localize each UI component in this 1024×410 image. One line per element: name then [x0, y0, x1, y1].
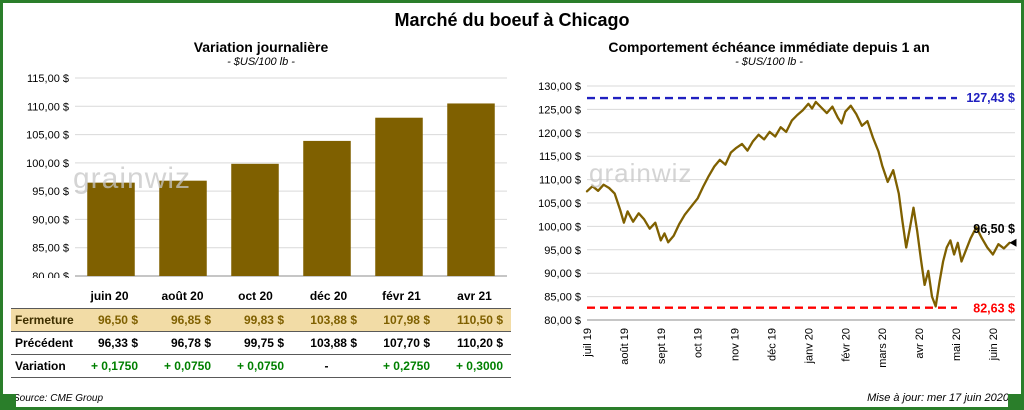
last-value-label: 96,50 $ — [973, 222, 1015, 236]
x-axis-tick: août 19 — [619, 328, 631, 365]
row-label: Précédent — [11, 330, 73, 354]
x-axis-tick: avr 20 — [914, 328, 926, 359]
y-axis-tick: 95,00 $ — [544, 245, 581, 257]
min-value-label: 82,63 $ — [973, 302, 1015, 316]
y-axis-tick: 120,00 $ — [538, 128, 581, 140]
bar-oct 20 — [231, 163, 279, 276]
price-line — [585, 100, 1011, 308]
column-header: juin 20 — [90, 289, 129, 304]
y-axis-tick: 115,00 $ — [27, 73, 69, 85]
page-title: Marché du boeuf à Chicago — [394, 10, 630, 30]
bar-déc 20 — [303, 140, 351, 276]
last-point-marker — [1009, 238, 1017, 247]
corner-square-right — [1008, 394, 1021, 407]
line-chart-title: Comportement échéance immédiate depuis 1… — [608, 39, 930, 55]
table-cell: 99,75 $ — [219, 330, 292, 354]
table-header-row: juin 20 août 20 oct 20 déc 20 févr 21 avr 21 — [11, 285, 511, 308]
x-axis-tick: juil 19 — [582, 328, 594, 358]
bar-juin 20 — [87, 182, 135, 276]
table-corner-cell — [11, 285, 73, 308]
x-axis-tick: janv 20 — [803, 328, 815, 364]
x-axis-tick: juin 20 — [988, 328, 1000, 361]
table-cell: 96,33 $ — [73, 330, 146, 354]
source-note: Source: CME Group — [13, 393, 104, 404]
table-cell: 99,83 $ — [219, 307, 292, 331]
y-axis-tick: 105,00 $ — [26, 130, 69, 142]
column-header: août 20 — [161, 289, 204, 304]
table-cell: - — [292, 353, 365, 378]
table-cell: + 0,0750 — [146, 353, 219, 378]
table-row-fermeture: Fermeture 96,50 $96,85 $99,83 $103,88 $10… — [11, 307, 511, 331]
y-axis-tick: 100,00 $ — [26, 158, 69, 170]
y-axis-tick: 90,00 $ — [544, 268, 581, 280]
y-axis-tick: 90,00 $ — [32, 214, 69, 226]
column-header: févr 21 — [382, 289, 421, 304]
table-cell: + 0,3000 — [438, 353, 511, 378]
x-axis-tick: févr 20 — [840, 328, 852, 362]
table-cell: 107,98 $ — [365, 307, 438, 331]
y-axis-tick: 80,00 $ — [32, 271, 69, 278]
y-axis-tick: 115,00 $ — [539, 151, 581, 163]
x-axis-tick: sept 19 — [656, 328, 668, 364]
y-axis-tick: 110,00 $ — [27, 101, 69, 113]
table-row-variation: Variation + 0,1750 + 0,0750 + 0,0750- + 0,27… — [11, 353, 511, 378]
table-cell: + 0,1750 — [73, 353, 146, 378]
daily-variation-panel: Variation journalière - $US/100 lb - gra… — [11, 39, 511, 378]
bar-chart-svg: 80,00 $ 85,00 $ 90,00 $ 95,00 $ 100,00 $ 105,… — [26, 73, 507, 283]
table-row-précédent: Précédent 96,33 $96,78 $99,75 $103,88 $10… — [11, 330, 511, 354]
y-axis-tick: 125,00 $ — [538, 104, 581, 116]
bar-chart-subtitle: - $US/100 lb - — [227, 56, 295, 68]
table-cell: 107,70 $ — [365, 330, 438, 354]
y-axis-tick: 85,00 $ — [544, 292, 581, 304]
x-axis-tick: mars 20 — [877, 328, 889, 368]
row-label: Fermeture — [11, 307, 74, 331]
x-axis-tick: nov 19 — [730, 328, 742, 361]
y-axis-tick: 100,00 $ — [538, 221, 581, 233]
bar-févr 21 — [375, 117, 423, 277]
bar-chart-title: Variation journalière — [193, 39, 329, 55]
y-axis-tick: 80,00 $ — [544, 315, 581, 327]
table-cell: + 0,0750 — [219, 353, 292, 378]
x-axis-tick: déc 19 — [766, 328, 778, 361]
max-value-label: 127,43 $ — [966, 91, 1015, 105]
table-cell: 110,50 $ — [438, 307, 511, 331]
y-axis-tick: 105,00 $ — [538, 198, 581, 210]
table-cell: 103,88 $ — [292, 307, 365, 331]
bar-avr 21 — [447, 103, 495, 276]
line-chart-svg: 80,00 $ 85,00 $ 90,00 $ 95,00 $ 100,00 $ 105,… — [538, 81, 1017, 368]
table-cell: 110,20 $ — [438, 330, 511, 354]
x-axis-tick: oct 19 — [693, 328, 705, 358]
table-cell: 96,85 $ — [146, 307, 219, 331]
column-header: déc 20 — [309, 289, 348, 304]
price-table: juin 20 août 20 oct 20 déc 20 févr 21 avr 21 F… — [11, 285, 511, 378]
y-axis-tick: 110,00 $ — [539, 175, 581, 187]
table-cell: 96,50 $ — [73, 307, 146, 331]
y-axis-tick: 85,00 $ — [32, 243, 69, 255]
x-axis-tick: mai 20 — [951, 328, 963, 361]
corner-square-left — [3, 394, 16, 407]
bar-août 20 — [159, 180, 207, 276]
line-chart-subtitle: - $US/100 lb - — [735, 56, 803, 68]
column-header: avr 21 — [457, 289, 492, 304]
table-cell: 103,88 $ — [292, 330, 365, 354]
yearly-behaviour-panel: Comportement échéance immédiate depuis 1… — [517, 39, 1021, 377]
table-cell: 96,78 $ — [146, 330, 219, 354]
row-label: Variation — [11, 353, 73, 378]
y-axis-tick: 130,00 $ — [538, 81, 581, 93]
y-axis-tick: 95,00 $ — [32, 186, 69, 198]
column-header: oct 20 — [238, 289, 273, 304]
update-note: Mise à jour: mer 17 juin 2020 — [867, 392, 1009, 404]
table-cell: + 0,2750 — [365, 353, 438, 378]
